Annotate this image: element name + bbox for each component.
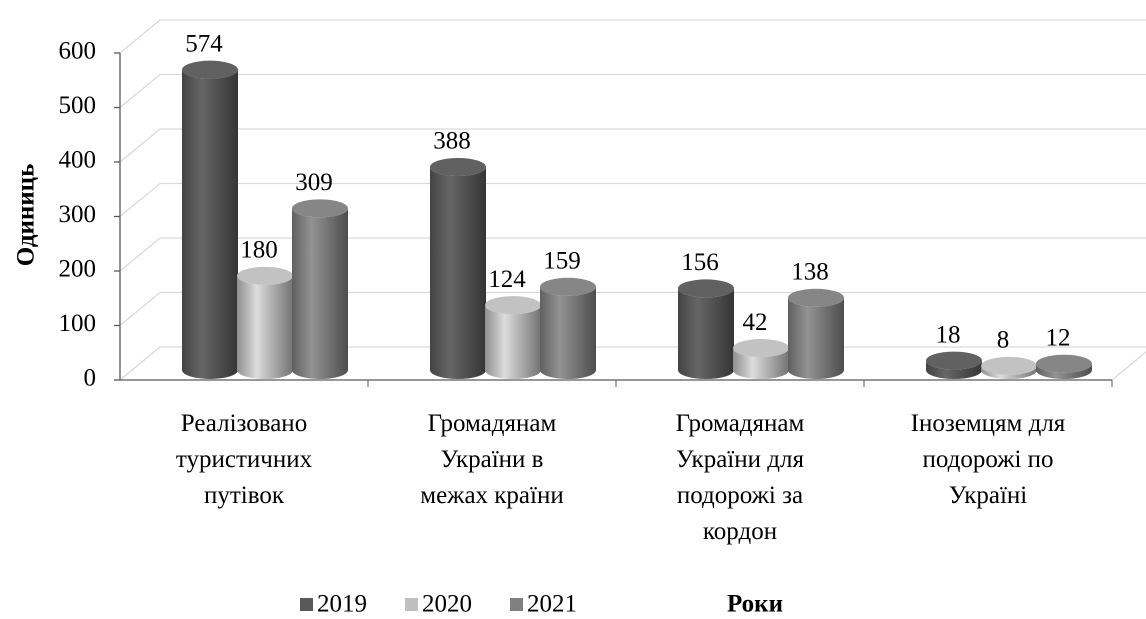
legend-label: 2021 xyxy=(527,591,577,618)
x-tick-label: Реалізовано туристичних путівок xyxy=(176,410,313,509)
value-label: 180 xyxy=(240,237,278,264)
value-label: 124 xyxy=(488,266,526,293)
value-label: 18 xyxy=(936,321,961,348)
bar-top xyxy=(678,279,734,298)
grid-line xyxy=(119,73,1146,109)
x-tick-label: Іноземцям для подорожі по Україні xyxy=(911,410,1066,509)
grid-line xyxy=(119,19,1146,54)
legend-swatch xyxy=(405,598,418,611)
bar xyxy=(1036,363,1092,379)
y-tick-label: 400 xyxy=(59,147,97,174)
bar xyxy=(182,69,238,379)
value-label: 574 xyxy=(185,30,223,57)
bar-top xyxy=(788,288,844,307)
bar xyxy=(237,275,293,379)
bar xyxy=(292,208,348,379)
bar-top xyxy=(733,339,789,358)
bar-top xyxy=(292,199,348,218)
bar-top xyxy=(182,60,238,79)
bar-top xyxy=(981,356,1037,375)
x-axis-title: Роки xyxy=(727,591,783,618)
legend-swatch xyxy=(300,598,313,611)
grid-line xyxy=(119,182,1146,218)
bar xyxy=(485,305,541,379)
bar-top xyxy=(1036,354,1092,373)
y-tick-label: 0 xyxy=(84,365,97,392)
y-tick-label: 300 xyxy=(59,201,97,228)
bar xyxy=(678,288,734,379)
bar xyxy=(788,297,844,379)
bar xyxy=(733,348,789,379)
value-label: 309 xyxy=(295,169,333,196)
bar xyxy=(981,365,1037,379)
bar-top xyxy=(430,157,486,176)
value-label: 159 xyxy=(543,248,581,275)
y-tick-label: 100 xyxy=(59,310,97,337)
bar xyxy=(540,286,596,379)
x-tick-label: Громадянам України для подорожі за кордон xyxy=(676,410,805,545)
value-label: 388 xyxy=(433,128,471,155)
y-tick-label: 600 xyxy=(59,38,97,65)
y-axis-title: Одиниць xyxy=(13,164,40,267)
bar xyxy=(926,360,982,379)
bar-top xyxy=(540,277,596,296)
grid-line xyxy=(119,128,1146,163)
y-tick-label: 200 xyxy=(59,256,97,283)
value-label: 42 xyxy=(743,309,768,336)
bar-top xyxy=(485,296,541,315)
value-label: 138 xyxy=(791,259,829,286)
bar xyxy=(430,166,486,379)
value-label: 156 xyxy=(681,249,719,276)
legend-swatch xyxy=(510,598,523,611)
y-tick-label: 500 xyxy=(59,92,97,119)
legend-label: 2020 xyxy=(422,591,472,618)
bar-top xyxy=(926,351,982,370)
grid-line xyxy=(119,237,1146,272)
legend-label: 2019 xyxy=(317,591,367,618)
bar-top xyxy=(237,266,293,285)
value-label: 8 xyxy=(997,327,1010,354)
value-label: 12 xyxy=(1046,324,1071,351)
x-tick-label: Громадянам України в межах країни xyxy=(420,410,563,509)
floor xyxy=(1111,351,1146,381)
